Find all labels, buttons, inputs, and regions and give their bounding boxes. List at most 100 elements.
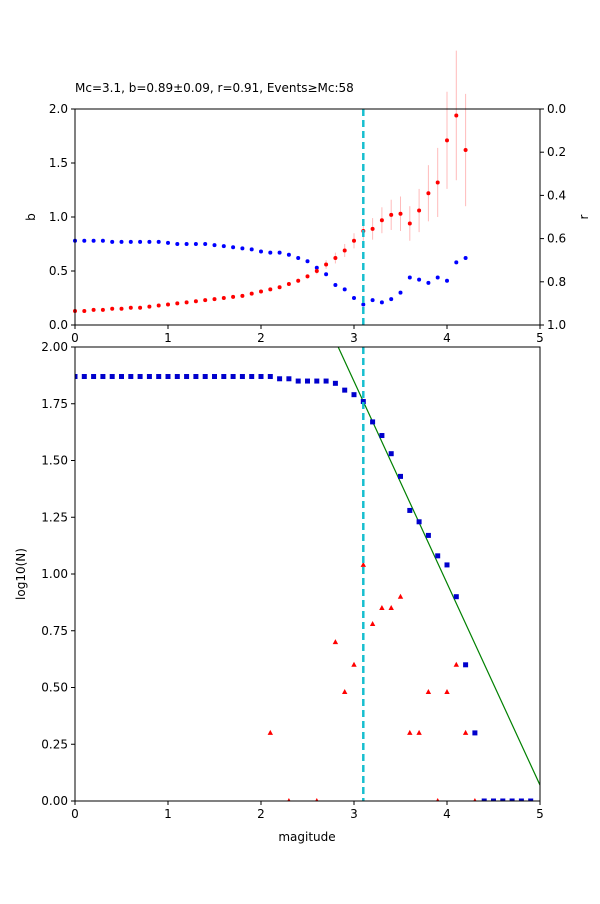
noncumulative-point [444, 689, 450, 695]
r-point [221, 244, 226, 249]
cumulative-point [128, 374, 134, 380]
r-point [407, 275, 412, 280]
cumulative-point [398, 473, 403, 479]
r-point [82, 238, 87, 243]
cumulative-point [91, 374, 97, 380]
bottom-y-ticks: 0.00 0.25 0.50 0.75 1.00 1.25 1.50 1.75 2.00 [41, 340, 75, 808]
y-tick-label: 0.75 [41, 624, 68, 638]
noncumulative-point [453, 661, 459, 667]
y-tick-label: 2.0 [49, 102, 68, 116]
cumulative-point [230, 374, 236, 380]
r-point [305, 259, 310, 264]
cumulative-point [184, 374, 190, 380]
b-point [110, 306, 115, 311]
y-tick-label: 1.50 [41, 454, 68, 468]
bottom-plot-area [74, 346, 541, 802]
b-point [259, 289, 263, 294]
b-point [333, 256, 338, 261]
cumulative-point [444, 562, 450, 568]
cumulative-point [323, 378, 329, 384]
b-point [286, 281, 291, 286]
cumulative-point [491, 798, 496, 801]
noncumulative-point [388, 605, 394, 611]
b-point [203, 298, 208, 303]
r-point [259, 249, 263, 254]
b-point [221, 296, 226, 300]
r-point [370, 298, 375, 303]
r-point [119, 239, 124, 244]
b-point [119, 306, 124, 311]
noncumulative-point [360, 561, 366, 567]
x-tick-label: 2 [257, 807, 265, 821]
noncumulative-point [342, 689, 348, 695]
noncumulative-point [332, 639, 339, 645]
noncumulative-point [287, 798, 291, 801]
r-point [389, 297, 394, 302]
x-tick-label: 1 [164, 331, 172, 345]
b-point [463, 148, 468, 153]
b-point [389, 212, 394, 217]
b-point [314, 269, 319, 273]
b-point [240, 293, 245, 298]
r-point [417, 277, 422, 282]
r-point [454, 260, 459, 265]
r-point [128, 239, 133, 244]
cumulative-point [481, 798, 487, 801]
r-point [193, 242, 198, 246]
r-point [379, 300, 384, 305]
y-tick-label: 1.5 [49, 156, 68, 170]
b-point [296, 278, 301, 283]
y-tick-label: 1.00 [41, 567, 68, 581]
top-plot-area [73, 50, 541, 326]
b-point [128, 305, 133, 310]
y-tick-label: 0.5 [49, 264, 68, 278]
cumulative-point [137, 374, 143, 380]
b-point [231, 294, 236, 299]
b-point [100, 307, 105, 312]
b-point [138, 305, 143, 310]
x-tick-label: 5 [536, 331, 544, 345]
y2-tick-label: 0.6 [547, 232, 566, 246]
b-point [398, 211, 403, 216]
cumulative-point [109, 374, 115, 380]
b-point [305, 274, 310, 279]
top-x-ticks: 0 1 2 3 4 5 [71, 325, 544, 345]
b-point [426, 191, 431, 196]
b-point [212, 297, 217, 302]
x-tick-label: 4 [443, 331, 451, 345]
cumulative-point [407, 507, 413, 513]
cumulative-point [509, 798, 515, 801]
y2-tick-label: 0.4 [547, 188, 566, 202]
r-point [286, 252, 291, 257]
cumulative-point [174, 374, 180, 380]
x-tick-label: 2 [257, 331, 265, 345]
r-point [445, 278, 449, 283]
noncumulative-point [379, 605, 385, 611]
y2-tick-label: 0.2 [547, 145, 566, 159]
cumulative-point [435, 553, 441, 559]
bottom-x-ticks: 0 1 2 3 4 5 [71, 801, 544, 821]
b-point [417, 208, 422, 213]
noncumulative-point [416, 729, 422, 735]
r-point [147, 239, 152, 244]
b-point [352, 238, 356, 243]
r-point [268, 250, 273, 255]
b-point [175, 301, 180, 306]
r-point [398, 290, 403, 295]
y2-tick-label: 0.8 [547, 275, 566, 289]
top-y-ticks: 0.0 0.5 1.0 1.5 2.0 [49, 102, 75, 332]
b-point [324, 262, 329, 267]
cumulative-point [342, 387, 348, 393]
b-point [407, 221, 412, 226]
r-point [333, 283, 338, 288]
cumulative-point [379, 433, 385, 439]
r-point [231, 245, 236, 250]
y2-tick-label: 1.0 [547, 318, 566, 332]
cumulative-point [388, 451, 394, 457]
b-point [342, 248, 347, 253]
b-point [454, 113, 459, 118]
bottom-panel: 0 1 2 3 4 5 0.00 0.25 0.50 0.75 1.00 1.25 1.50 1.75 2… [14, 340, 544, 844]
b-point [156, 303, 161, 308]
noncumulative-point [369, 620, 376, 626]
